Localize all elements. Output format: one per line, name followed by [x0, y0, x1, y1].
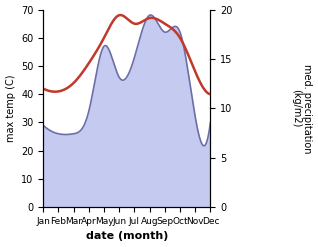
X-axis label: date (month): date (month): [86, 231, 168, 242]
Y-axis label: med. precipitation
(kg/m2): med. precipitation (kg/m2): [291, 64, 313, 153]
Y-axis label: max temp (C): max temp (C): [5, 75, 16, 142]
